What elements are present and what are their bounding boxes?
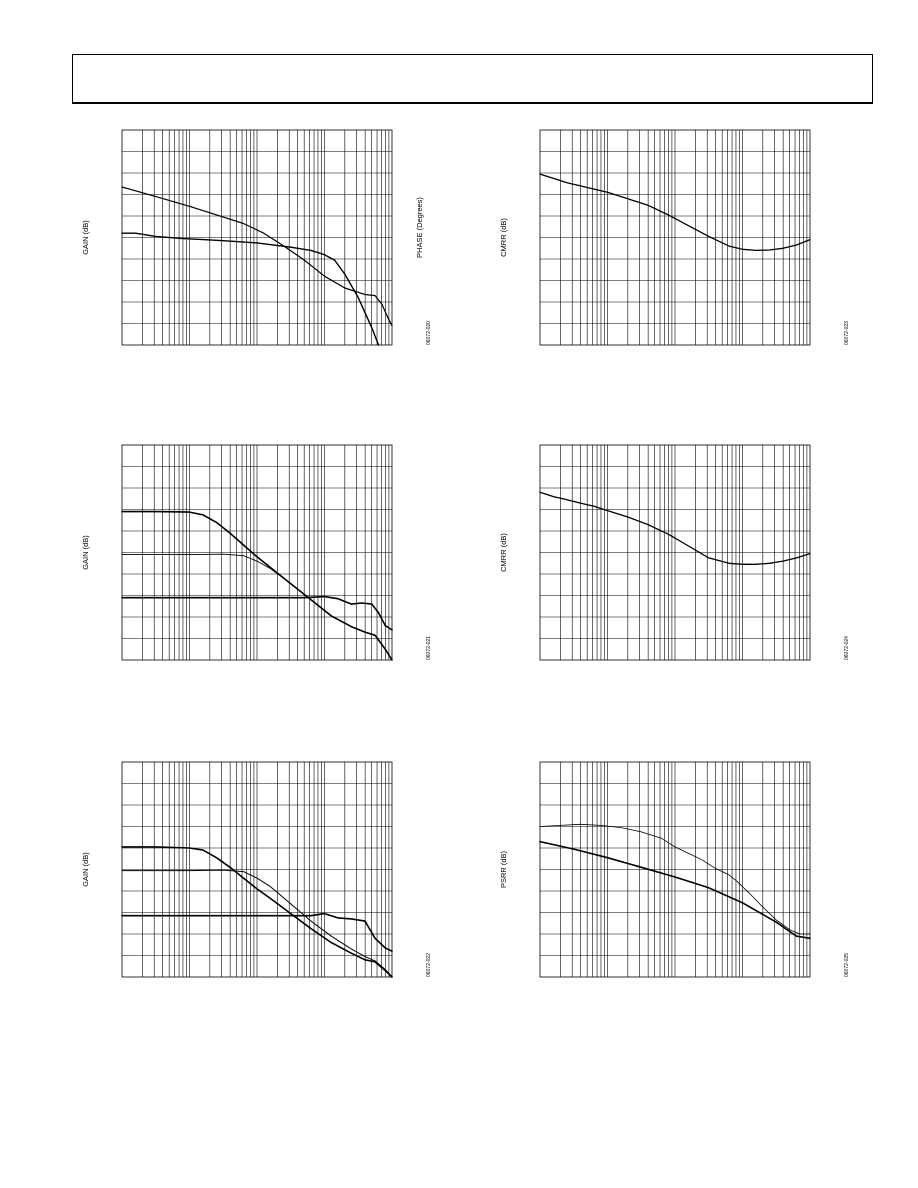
figure-id: 06072-023 (844, 321, 850, 345)
plot-frame (539, 129, 811, 346)
series-line-1 (539, 823, 811, 935)
plot-frame (121, 761, 393, 978)
chart-gain-3: GAIN (dB) 06072-022 (81, 761, 432, 978)
series-line-1 (121, 186, 393, 327)
y-axis-label: PSRR (dB) (499, 850, 508, 888)
figure-id: 06072-025 (844, 953, 850, 977)
series-line-1 (539, 173, 811, 252)
figure-id: 06072-024 (844, 636, 850, 660)
plot-frame (539, 761, 811, 978)
series-line-1 (121, 846, 393, 978)
figure-id: 06072-022 (426, 953, 432, 977)
series-line-2 (121, 869, 393, 978)
series-line-3 (121, 595, 393, 631)
y2-axis-label: PHASE (Degrees) (415, 197, 424, 258)
y-axis-label: CMRR (dB) (499, 218, 508, 257)
series-line-2 (539, 840, 811, 940)
chart-cmrr-1: CMRR (dB) 06072-023 (499, 129, 850, 346)
chart-cmrr-2: CMRR (dB) 06072-024 (499, 444, 850, 661)
series-line-2 (121, 232, 380, 346)
figure-id: 06072-020 (426, 321, 432, 345)
plot-frame (539, 444, 811, 661)
page-header-frame (72, 54, 873, 104)
series-line-1 (539, 491, 811, 565)
y-axis-label: GAIN (dB) (81, 852, 90, 887)
chart-gain-phase: GAIN (dB) PHASE (Degrees) 06072-020 (81, 129, 432, 346)
plot-frame (121, 444, 393, 661)
plot-frame (121, 129, 393, 346)
series-line-2 (121, 553, 393, 661)
y-axis-label: GAIN (dB) (81, 535, 90, 570)
y-axis-label: CMRR (dB) (499, 533, 508, 572)
y-axis-label: GAIN (dB) (81, 220, 90, 255)
series-line-3 (121, 912, 393, 952)
figure-id: 06072-021 (426, 636, 432, 660)
chart-gain-2: GAIN (dB) 06072-021 (81, 444, 432, 661)
chart-psrr: PSRR (dB) 06072-025 (499, 761, 850, 978)
